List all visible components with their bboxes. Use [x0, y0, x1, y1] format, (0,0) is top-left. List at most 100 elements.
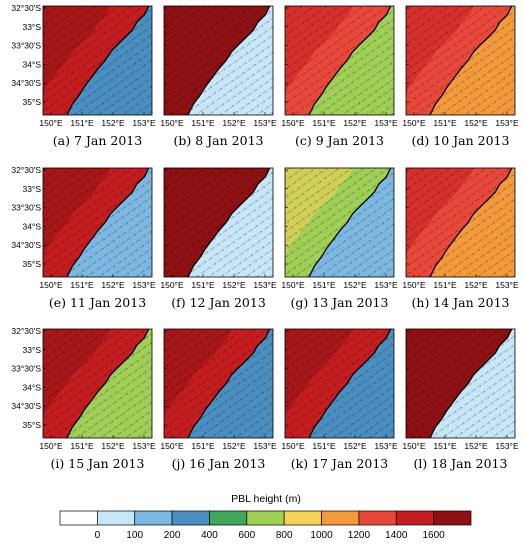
- colorbar-swatch: [59, 510, 98, 526]
- lon-tick-label: 152°E: [464, 280, 488, 290]
- wind-vectors: [164, 6, 273, 115]
- coastline: [187, 168, 271, 277]
- lon-tick-label: 150°E: [402, 280, 426, 290]
- wind-vectors: [43, 168, 152, 277]
- wind-vectors: [43, 6, 152, 115]
- lat-tick-label: 32°30'S: [11, 326, 41, 336]
- panel-caption: (e) 11 Jan 2013: [49, 295, 146, 310]
- colorbar-swatch: [171, 510, 210, 526]
- panel-caption: (l) 18 Jan 2013: [414, 456, 508, 471]
- lon-tick-label: 152°E: [222, 441, 246, 451]
- lat-tick-label: 35°S: [22, 97, 41, 107]
- panel-caption: (k) 17 Jan 2013: [291, 456, 389, 471]
- colorbar-swatch: [134, 510, 173, 526]
- lat-tick-label: 34°S: [22, 221, 41, 231]
- lon-tick-label: 152°E: [464, 441, 488, 451]
- colorbar-tick-label: 600: [238, 530, 255, 541]
- lon-tick-label: 153°E: [253, 118, 277, 128]
- panel-frame: [405, 5, 516, 116]
- lat-tick-label: 34°30'S: [11, 78, 41, 88]
- lon-tick-label: 153°E: [374, 441, 398, 451]
- panel-caption: (a) 7 Jan 2013: [53, 133, 142, 148]
- lon-tick-label: 151°E: [191, 441, 215, 451]
- panel-caption: (i) 15 Jan 2013: [51, 456, 145, 471]
- lon-tick-label: 152°E: [101, 280, 125, 290]
- lon-tick-label: 153°E: [495, 280, 519, 290]
- lon-tick-label: 151°E: [433, 441, 457, 451]
- lon-tick-label: 151°E: [433, 118, 457, 128]
- coastline: [308, 168, 392, 277]
- lon-tick-label: 150°E: [402, 441, 426, 451]
- lon-tick-label: 151°E: [70, 441, 94, 451]
- map-panel: 150°E 151°E 152°E 153°E (h) 14 Jan 2013: [402, 167, 519, 310]
- wind-vectors: [285, 6, 394, 115]
- lon-tick-label: 151°E: [312, 441, 336, 451]
- lon-tick-label: 150°E: [39, 441, 63, 451]
- lat-tick-label: 33°30'S: [11, 364, 41, 374]
- map-panel: 150°E 151°E 152°E 153°E (b) 8 Jan 2013: [160, 5, 277, 148]
- coastline: [429, 6, 513, 115]
- lon-tick-label: 150°E: [402, 118, 426, 128]
- lon-tick-label: 153°E: [374, 280, 398, 290]
- wind-vectors: [406, 168, 515, 277]
- colorbar-tick-label: 0: [95, 530, 101, 541]
- map-panel: 150°E 151°E 152°E 153°E (f) 12 Jan 2013: [160, 167, 277, 310]
- lon-tick-label: 150°E: [39, 280, 63, 290]
- lon-tick-label: 152°E: [464, 118, 488, 128]
- panel-caption: (d) 10 Jan 2013: [412, 133, 510, 148]
- colorbar-title: PBL height (m): [231, 493, 301, 505]
- colorbar-tick-label: 100: [126, 530, 143, 541]
- map-panel: 150°E 151°E 152°E 153°E (l) 18 Jan 2013: [402, 328, 519, 471]
- coastline: [187, 6, 271, 115]
- colorbar-tick-label: 400: [201, 530, 218, 541]
- lon-tick-label: 151°E: [70, 118, 94, 128]
- panel-caption: (b) 8 Jan 2013: [174, 133, 264, 148]
- coastline: [429, 329, 513, 438]
- wind-vectors: [406, 6, 515, 115]
- panel-frame: [42, 328, 153, 439]
- lat-tick-label: 34°30'S: [11, 401, 41, 411]
- wind-vectors: [285, 329, 394, 438]
- coastline: [429, 168, 513, 277]
- lat-tick-label: 34°30'S: [11, 240, 41, 250]
- panel-frame: [405, 167, 516, 278]
- colorbar-tick-label: 200: [164, 530, 181, 541]
- map-panel: 150°E 151°E 152°E 153°E (g) 13 Jan 2013: [281, 167, 398, 310]
- panel-frame: [405, 328, 516, 439]
- wind-vectors: [285, 168, 394, 277]
- coastline: [66, 329, 150, 438]
- lon-tick-label: 153°E: [132, 441, 156, 451]
- lon-tick-label: 150°E: [281, 441, 305, 451]
- map-panel: 150°E 151°E 152°E 153°E (d) 10 Jan 2013: [402, 5, 519, 148]
- coastline: [308, 329, 392, 438]
- panel-frame: [284, 5, 395, 116]
- panel-frame: [163, 328, 274, 439]
- colorbar-tick-label: 1600: [423, 530, 446, 541]
- lon-tick-label: 153°E: [374, 118, 398, 128]
- colorbar-swatch: [209, 510, 248, 526]
- lat-tick-label: 32°30'S: [11, 3, 41, 13]
- colorbar-tick-label: 800: [276, 530, 293, 541]
- lon-tick-label: 150°E: [39, 118, 63, 128]
- wind-vectors: [164, 168, 273, 277]
- lon-tick-label: 151°E: [312, 280, 336, 290]
- lat-tick-label: 35°S: [22, 420, 41, 430]
- coastline: [308, 6, 392, 115]
- lon-tick-label: 153°E: [495, 118, 519, 128]
- colorbar-swatch: [321, 510, 360, 526]
- panel-frame: [284, 328, 395, 439]
- colorbar-tick-label: 1000: [310, 530, 333, 541]
- lat-tick-label: 33°30'S: [11, 41, 41, 51]
- colorbar-swatch: [433, 510, 472, 526]
- colorbar-swatch: [395, 510, 434, 526]
- lon-tick-label: 151°E: [70, 280, 94, 290]
- lon-tick-label: 151°E: [191, 280, 215, 290]
- panel-frame: [163, 5, 274, 116]
- lon-tick-label: 150°E: [160, 118, 184, 128]
- map-panel: 32°30'S 33°S 33°30'S 34°S 34°30'S 35°S 150°E 15…: [11, 326, 156, 471]
- coastline: [66, 168, 150, 277]
- lon-tick-label: 150°E: [160, 441, 184, 451]
- lon-tick-label: 152°E: [222, 118, 246, 128]
